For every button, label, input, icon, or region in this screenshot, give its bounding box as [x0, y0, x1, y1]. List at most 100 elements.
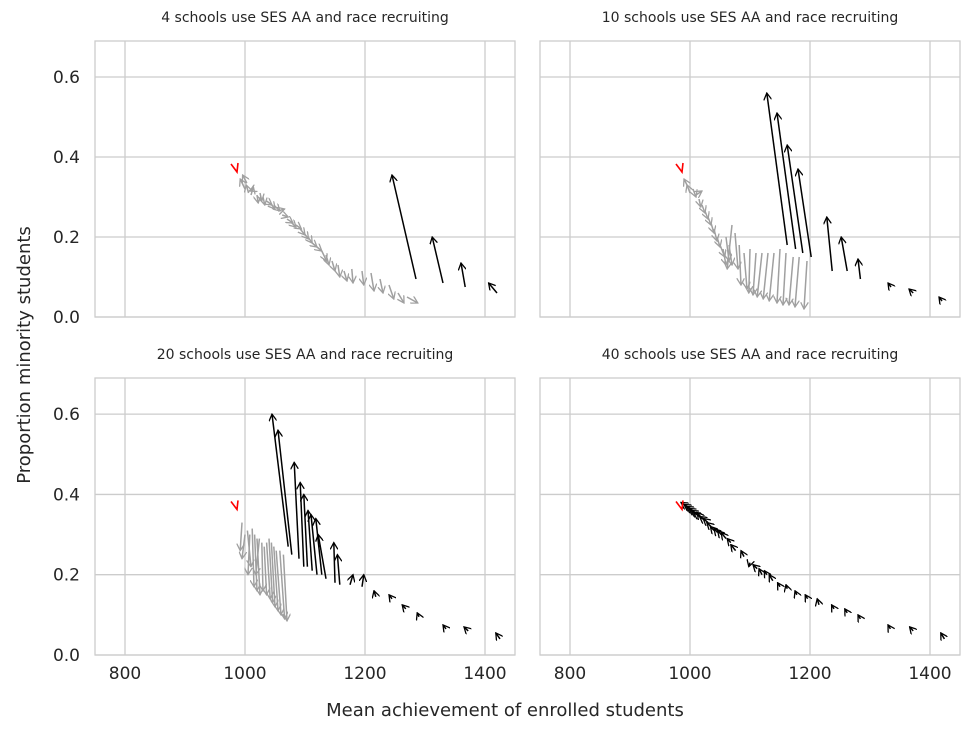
gray-arrow [262, 542, 263, 591]
panel-frame [539, 40, 961, 318]
gray-arrow [260, 192, 262, 201]
gray-arrow [727, 224, 733, 269]
gray-arrow [240, 179, 245, 190]
black-arrow [374, 591, 376, 597]
gray-arrow [804, 260, 807, 309]
x-tick-label: 1400 [908, 664, 951, 684]
black-arrow [443, 625, 446, 629]
black-arrow [402, 605, 406, 609]
red-reference-arrow [675, 162, 684, 175]
gray-arrow [317, 247, 322, 251]
gray-arrow [398, 292, 404, 303]
black-arrow [858, 259, 860, 280]
red-reference-arrow [675, 500, 684, 512]
gray-arrow [308, 237, 312, 243]
gray-arrow [263, 196, 265, 205]
gray-arrow [723, 248, 726, 265]
gray-arrow [711, 222, 714, 233]
y-tick-label: 0.4 [53, 485, 80, 505]
black-arrow [909, 289, 913, 293]
black-arrow [714, 529, 718, 533]
gray-arrow [256, 538, 260, 575]
black-arrow [845, 609, 847, 613]
x-tick-label: 1200 [788, 664, 831, 684]
panel-3: 20 schools use SES AA and race recruitin… [53, 347, 516, 684]
panel-2: 10 schools use SES AA and race recruitin… [539, 10, 961, 318]
gray-arrow [739, 244, 741, 285]
gray-arrow [763, 252, 769, 299]
gray-arrow [332, 260, 335, 271]
panel-title: 4 schools use SES AA and race recruiting [161, 10, 449, 26]
black-arrow [805, 595, 807, 599]
panel-4: 40 schools use SES AA and race recruitin… [539, 347, 961, 684]
black-arrow [741, 551, 744, 557]
gray-arrow [243, 175, 247, 184]
black-arrow [417, 613, 419, 617]
panel-frame [94, 40, 516, 318]
gray-arrow [687, 185, 690, 194]
gray-arrow [699, 198, 701, 207]
black-arrow [827, 217, 833, 272]
gray-arrow [312, 243, 317, 247]
black-arrow [489, 283, 498, 294]
black-arrow [461, 263, 465, 288]
black-arrow [798, 169, 812, 258]
black-arrow [337, 555, 339, 585]
black-arrow [749, 563, 750, 567]
black-arrow [817, 599, 819, 605]
gray-arrow [744, 252, 747, 289]
gray-arrow [282, 215, 288, 217]
gray-arrow [795, 256, 800, 307]
gray-arrow [296, 225, 301, 229]
black-arrow [767, 93, 788, 246]
gray-arrow [248, 534, 250, 575]
gray-arrow [362, 270, 364, 285]
black-arrow [753, 565, 757, 569]
gray-arrow [753, 252, 756, 295]
black-arrow [910, 627, 914, 631]
black-arrow [727, 539, 731, 543]
gray-arrow [273, 546, 278, 611]
black-arrow [350, 575, 353, 585]
gray-arrow [783, 252, 786, 305]
gray-arrow [242, 534, 245, 559]
black-arrow [795, 591, 797, 595]
panel-title: 40 schools use SES AA and race recruitin… [602, 347, 899, 363]
x-tick-label: 800 [109, 664, 141, 684]
black-arrow [710, 527, 714, 531]
black-arrow [464, 627, 468, 631]
gray-arrow [380, 278, 383, 293]
black-arrow [718, 531, 722, 535]
gray-arrow [271, 542, 275, 607]
black-arrow [858, 615, 860, 619]
red-reference-arrow [230, 500, 239, 512]
black-arrow [318, 535, 327, 579]
panel-frame [94, 377, 516, 656]
gray-arrow [338, 264, 340, 277]
black-arrow [294, 462, 300, 559]
x-tick-label: 1000 [668, 664, 711, 684]
gray-arrow [344, 270, 347, 281]
y-tick-label: 0.2 [53, 228, 80, 248]
y-tick-label: 0.0 [53, 308, 80, 328]
gray-arrow [267, 542, 271, 599]
gray-arrow [714, 228, 717, 241]
panel-frame [539, 377, 961, 656]
y-tick-label: 0.0 [53, 646, 80, 666]
black-arrow [707, 523, 711, 527]
x-tick-label: 800 [554, 664, 586, 684]
x-tick-label: 1400 [463, 664, 506, 684]
y-tick-label: 0.4 [53, 148, 80, 168]
panel-title: 20 schools use SES AA and race recruitin… [157, 347, 454, 363]
x-tick-label: 1200 [343, 664, 386, 684]
black-arrow [304, 494, 309, 567]
x-tick-label: 1000 [223, 664, 266, 684]
black-arrow [941, 633, 945, 639]
black-arrow [759, 569, 762, 575]
gray-arrow [255, 534, 257, 591]
gray-arrow [406, 297, 418, 303]
gray-arrow [789, 256, 794, 305]
gray-arrow [735, 232, 738, 269]
gray-arrow [352, 268, 353, 283]
y-tick-label: 0.2 [53, 566, 80, 586]
